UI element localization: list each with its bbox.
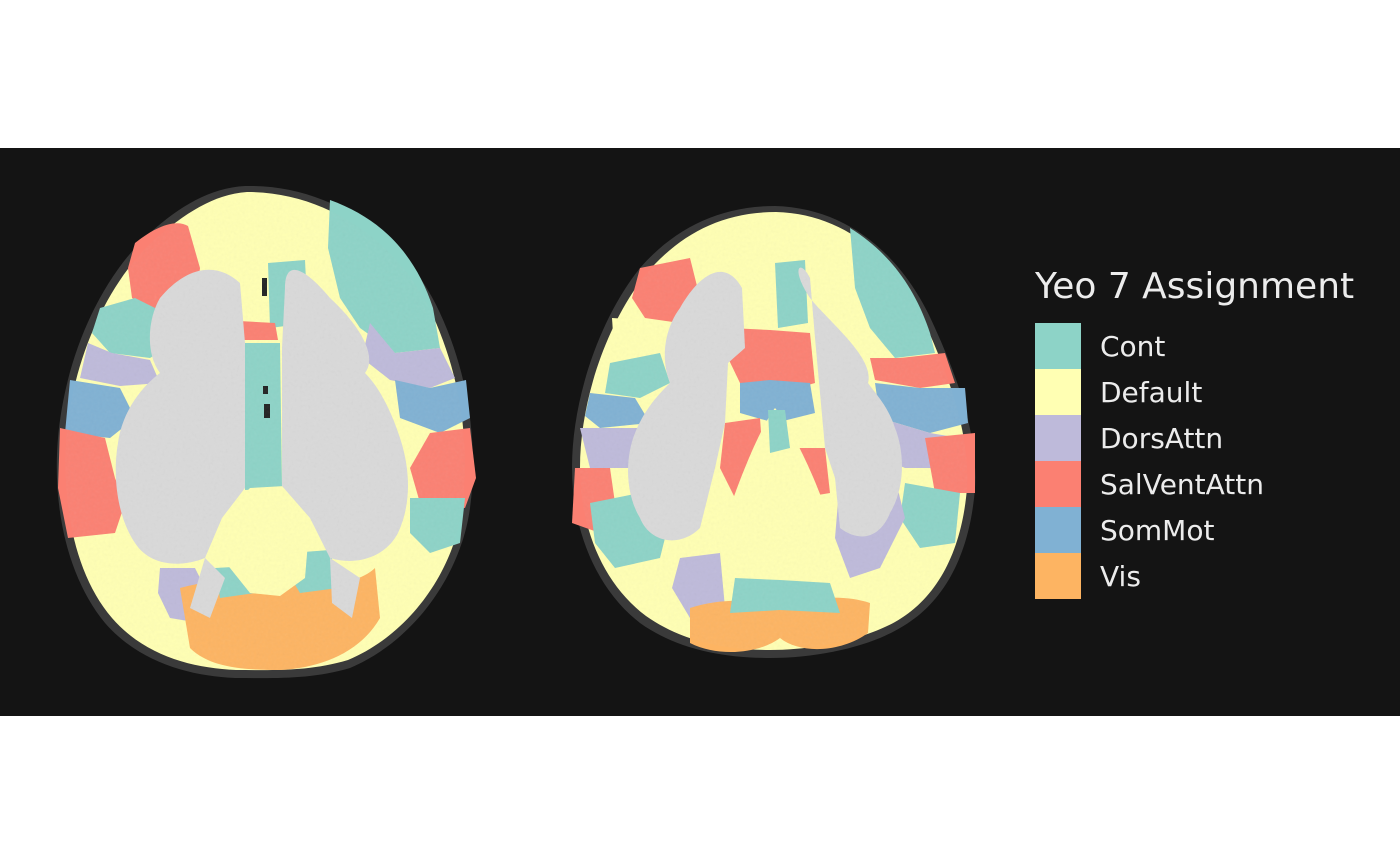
legend-label: Default [1100, 375, 1203, 409]
brain-slices [56, 185, 976, 679]
legend-item: Default [1035, 369, 1354, 415]
legend-swatch [1035, 323, 1081, 369]
legend-item: SomMot [1035, 507, 1354, 553]
legend-label: DorsAttn [1100, 421, 1224, 455]
legend-label: Cont [1100, 329, 1166, 363]
legend: Yeo 7 Assignment Cont Default DorsAttn SalV… [1035, 266, 1354, 599]
legend-swatch [1035, 461, 1081, 507]
legend-item: SalVentAttn [1035, 461, 1354, 507]
legend-items: Cont Default DorsAttn SalVentAttn SomMot Vis [1035, 323, 1354, 599]
legend-item: Vis [1035, 553, 1354, 599]
legend-swatch [1035, 415, 1081, 461]
brain-slice-left [56, 185, 476, 679]
legend-label: SomMot [1100, 513, 1215, 547]
legend-swatch [1035, 369, 1081, 415]
legend-label: SalVentAttn [1100, 467, 1265, 501]
legend-item: Cont [1035, 323, 1354, 369]
brain-slice-right [572, 206, 976, 658]
legend-swatch [1035, 553, 1081, 599]
legend-title: Yeo 7 Assignment [1035, 266, 1355, 307]
legend-label: Vis [1100, 559, 1141, 593]
image-panel: Yeo 7 Assignment Cont Default DorsAttn SalV… [0, 148, 1400, 716]
legend-swatch [1035, 507, 1081, 553]
legend-item: DorsAttn [1035, 415, 1354, 461]
